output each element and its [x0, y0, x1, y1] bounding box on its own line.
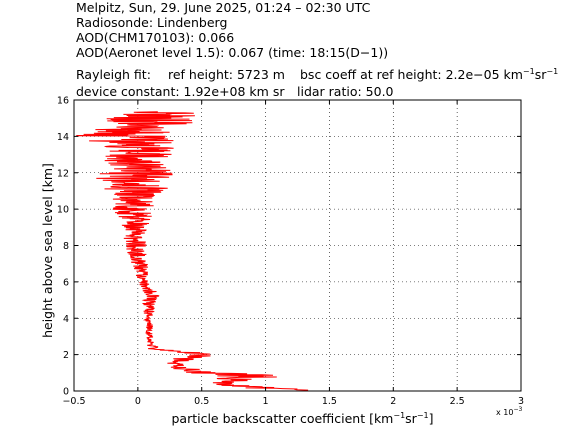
- x-tick-label: 1.5: [322, 396, 337, 407]
- title-line-bsc-coeff: bsc coeff at ref height: 2.2e−05 km−1sr−…: [300, 64, 558, 82]
- title-line-aod-chm: AOD(CHM170103): 0.066: [76, 30, 235, 45]
- x-tick-label: 1: [263, 396, 269, 407]
- y-axis-label: height above sea level [km]: [40, 163, 55, 338]
- x-axis-label-exp2: −1: [417, 411, 429, 420]
- x-tick-label: 3: [518, 396, 524, 407]
- x-tick-label: 2.5: [450, 396, 465, 407]
- x-tick-label: 2: [390, 396, 396, 407]
- x-axis-multiplier: x 10−3: [496, 406, 522, 417]
- title-line-location-time: Melpitz, Sun, 29. June 2025, 01:24 – 02:…: [76, 0, 371, 15]
- x-multiplier-exp: −3: [513, 406, 522, 413]
- bsc-coeff-exp2: −1: [546, 67, 559, 76]
- title-line-device-constant: device constant: 1.92e+08 km sr: [76, 84, 285, 99]
- bsc-coeff-sr: sr: [534, 67, 547, 83]
- bsc-coeff-exp1: −1: [522, 67, 535, 76]
- grid-lines: [74, 100, 521, 391]
- y-tick-label: 10: [57, 205, 69, 216]
- x-axis-label-exp1: −1: [393, 411, 405, 420]
- y-tick-label: 16: [57, 96, 69, 107]
- y-tick-label: 12: [57, 168, 69, 179]
- title-line-aod-aeronet: AOD(Aeronet level 1.5): 0.067 (time: 18:…: [76, 45, 389, 60]
- y-tick-label: 14: [57, 132, 69, 143]
- x-axis-label-sr: sr: [405, 411, 418, 426]
- bsc-coeff-text: bsc coeff at ref height: 2.2e−05 km: [300, 67, 523, 83]
- x-axis-label-close: ]: [429, 411, 434, 426]
- y-tick-label: 4: [63, 314, 69, 325]
- x-axis-label: particle backscatter coefficient [km−1sr…: [171, 411, 433, 426]
- x-tick-label: 0: [135, 396, 141, 407]
- x-multiplier-base: x 10: [496, 408, 513, 417]
- y-tick-label: 8: [63, 241, 69, 252]
- x-tick-label: 0.5: [194, 396, 209, 407]
- y-tick-label: 2: [63, 350, 69, 361]
- x-tick-label: −0.5: [62, 396, 85, 407]
- title-line-lidar-ratio: lidar ratio: 50.0: [297, 84, 394, 99]
- title-line-radiosonde: Radiosonde: Lindenberg: [76, 15, 228, 30]
- y-tick-label: 0: [63, 387, 69, 398]
- series-group: [76, 111, 309, 391]
- backscatter-profile-line: [76, 111, 309, 391]
- title-line-rayleigh-label: Rayleigh fit:: [76, 67, 151, 82]
- title-line-ref-height: ref height: 5723 m: [168, 67, 285, 82]
- y-tick-label: 6: [63, 277, 69, 288]
- x-axis-label-text: particle backscatter coefficient [km: [171, 411, 393, 426]
